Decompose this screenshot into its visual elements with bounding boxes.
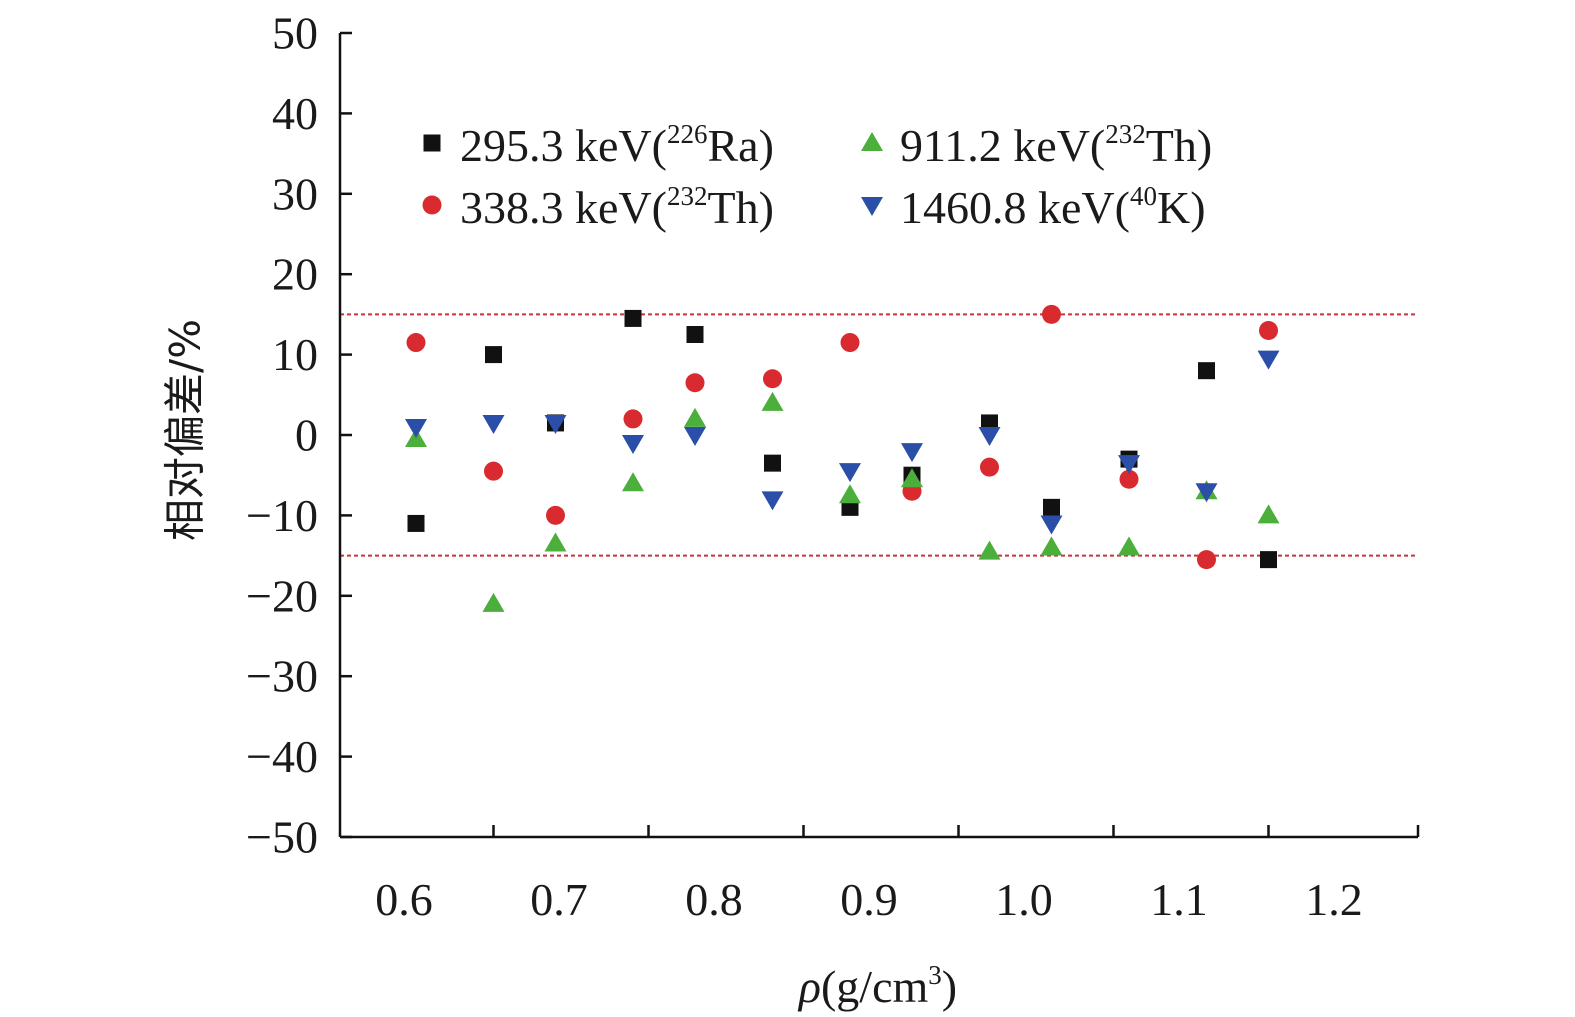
y-tick-label: −50 <box>246 812 318 863</box>
data-point <box>1043 498 1060 516</box>
legend-label-sup: 226 <box>667 119 708 149</box>
series-triangle-up <box>405 391 1280 612</box>
data-points <box>405 304 1280 612</box>
data-point <box>624 309 642 327</box>
y-tick-label: 20 <box>272 249 318 300</box>
data-point <box>1040 536 1063 556</box>
data-point <box>1195 483 1218 503</box>
legend-marker <box>423 134 441 152</box>
data-point <box>840 333 860 353</box>
data-point <box>901 468 923 488</box>
y-tick-label: −30 <box>246 651 318 702</box>
data-point <box>406 333 426 353</box>
data-point <box>1118 455 1140 475</box>
legend-label-main: 338.3 keV( <box>460 182 667 233</box>
legend: 295.3 keV(226Ra)338.3 keV(232Th)911.2 ke… <box>422 119 1212 233</box>
data-point <box>1118 536 1140 556</box>
data-point <box>485 346 502 364</box>
data-point <box>1040 515 1063 535</box>
x-tick-label: 0.7 <box>530 874 588 925</box>
data-point <box>622 472 644 492</box>
data-point <box>901 443 923 463</box>
legend-marker <box>861 132 883 151</box>
data-point <box>763 369 782 389</box>
x-axis-title-unit: (g/cm <box>821 961 929 1012</box>
data-point <box>482 414 505 434</box>
legend-marker <box>422 195 442 215</box>
data-point <box>1257 504 1280 524</box>
legend-label-sup: 232 <box>1105 119 1146 149</box>
legend-label-end: K) <box>1157 182 1206 233</box>
x-axis-title-sup: 3 <box>928 960 942 990</box>
x-tick-label: 0.6 <box>375 874 433 925</box>
data-point <box>980 457 999 477</box>
x-axis-title-suffix: ) <box>942 961 957 1012</box>
data-point <box>1119 469 1139 489</box>
series-circle <box>406 304 1278 570</box>
y-tick-label: 10 <box>272 329 318 380</box>
x-tick-label: 1.2 <box>1305 874 1363 925</box>
x-axis-title-symbol: ρ <box>797 961 821 1012</box>
data-point <box>1260 551 1277 569</box>
legend-label-main: 295.3 keV( <box>460 120 667 171</box>
series-square <box>407 309 1277 569</box>
x-tick-label: 1.1 <box>1150 874 1208 925</box>
legend-label-end: Th) <box>1146 120 1212 171</box>
data-point <box>1197 550 1216 570</box>
legend-label-end: Ra) <box>707 120 773 171</box>
axes: −50 −40 −30 −20 −10 0 10 20 30 40 50 0.6 0.7 0.8 0.9 1.… <box>246 8 1420 925</box>
legend-label: 911.2 keV(232Th) <box>900 119 1212 171</box>
data-point <box>1198 362 1215 380</box>
reference-lines <box>340 313 1418 557</box>
x-axis-title: ρ(g/cm3) <box>797 960 957 1012</box>
data-point <box>761 491 784 511</box>
y-tick-label: 30 <box>272 168 318 219</box>
data-point <box>484 461 503 481</box>
y-tick-label: −10 <box>246 490 318 541</box>
y-tick-label: 0 <box>295 410 318 461</box>
data-point <box>405 418 427 438</box>
x-tick-label: 0.8 <box>685 874 743 925</box>
data-point <box>623 409 643 429</box>
x-tick-label: 1.0 <box>995 874 1053 925</box>
data-point <box>1259 320 1278 340</box>
data-point <box>978 427 1001 446</box>
data-point <box>1257 350 1280 370</box>
legend-label: 1460.8 keV(40K) <box>900 181 1206 233</box>
legend-label-sup: 232 <box>667 181 708 211</box>
x-tick-label: 0.9 <box>840 874 898 925</box>
data-point <box>482 592 505 612</box>
data-point <box>684 407 706 427</box>
data-point <box>686 326 704 343</box>
legend-label: 338.3 keV(232Th) <box>460 181 774 233</box>
legend-label-sup: 40 <box>1130 181 1157 211</box>
legend-label-main: 911.2 keV( <box>900 120 1105 171</box>
data-point <box>546 505 565 525</box>
data-point <box>544 414 567 434</box>
data-point <box>839 484 861 504</box>
data-point <box>407 514 425 532</box>
data-point <box>1042 304 1061 324</box>
series-triangle-down <box>405 350 1280 535</box>
data-point <box>839 463 861 483</box>
data-point <box>761 391 784 411</box>
y-tick-label: 40 <box>272 88 318 139</box>
y-tick-label: −40 <box>246 731 318 782</box>
data-point <box>685 373 705 393</box>
y-tick-label: 50 <box>272 8 318 59</box>
data-point <box>684 427 706 446</box>
data-point <box>764 454 781 472</box>
legend-label: 295.3 keV(226Ra) <box>460 119 774 171</box>
data-point <box>622 435 644 455</box>
y-axis-title: 相对偏差/% <box>161 319 210 541</box>
legend-label-end: Th) <box>707 182 773 233</box>
y-tick-label: −20 <box>246 570 318 621</box>
data-point <box>978 540 1001 560</box>
data-point <box>544 532 567 552</box>
legend-label-main: 1460.8 keV( <box>900 182 1130 233</box>
legend-marker <box>861 197 883 216</box>
